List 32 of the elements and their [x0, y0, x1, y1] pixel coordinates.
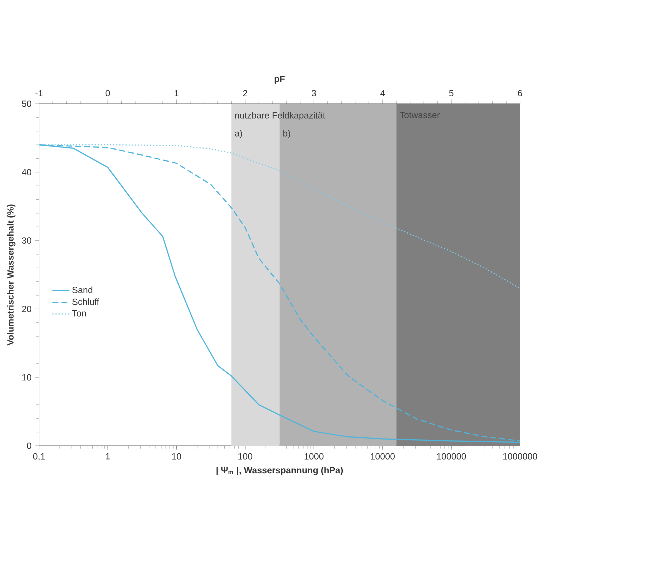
legend-label: Sand — [72, 286, 93, 294]
x-tick-label: 10 — [172, 453, 182, 460]
x2-tick-label: 4 — [380, 90, 386, 97]
band-label: Totwasser — [400, 112, 440, 118]
x-tick-label: 1 — [106, 453, 110, 460]
x-tick-label: 0,1 — [33, 453, 46, 461]
annotation: nutzbare Feldkapazität — [235, 112, 326, 121]
y-tick-label: 0 — [27, 442, 32, 450]
x-tick-label: 1000 — [304, 453, 324, 460]
x2-tick-label: 3 — [312, 90, 316, 97]
y-tick-label: 40 — [22, 169, 32, 176]
x-tick-label: 1000000 — [504, 453, 538, 460]
y-tick-label: 50 — [22, 100, 32, 108]
x2-tick-label: 6 — [518, 90, 522, 97]
y-tick-label: 20 — [22, 306, 32, 312]
x2-tick-label: 2 — [243, 90, 248, 97]
x2-axis-title: pF — [274, 76, 285, 84]
x-tick-label: 100000 — [437, 453, 466, 460]
band-label: b) — [284, 130, 290, 139]
x2-tick-label: 0 — [106, 90, 110, 97]
x-tick-label: 100 — [238, 453, 253, 460]
y-axis-title: Volumetrischer Wassergehalt (%) — [7, 204, 16, 346]
x-axis-title: | Ψ$_{m}$ |, Wasserspannung (hPa) — [216, 467, 344, 476]
legend-label: Ton — [72, 310, 86, 317]
y-tick-label: 30 — [22, 238, 32, 244]
band-label: a) — [235, 130, 242, 139]
legend-label: Schluff — [72, 298, 100, 306]
x2-tick-label: 1 — [174, 90, 179, 97]
x2-tick-label: -1 — [36, 90, 43, 97]
x2-tick-label: 5 — [449, 90, 454, 97]
x-tick-label: 10000 — [371, 453, 395, 460]
y-tick-label: 10 — [22, 374, 32, 381]
